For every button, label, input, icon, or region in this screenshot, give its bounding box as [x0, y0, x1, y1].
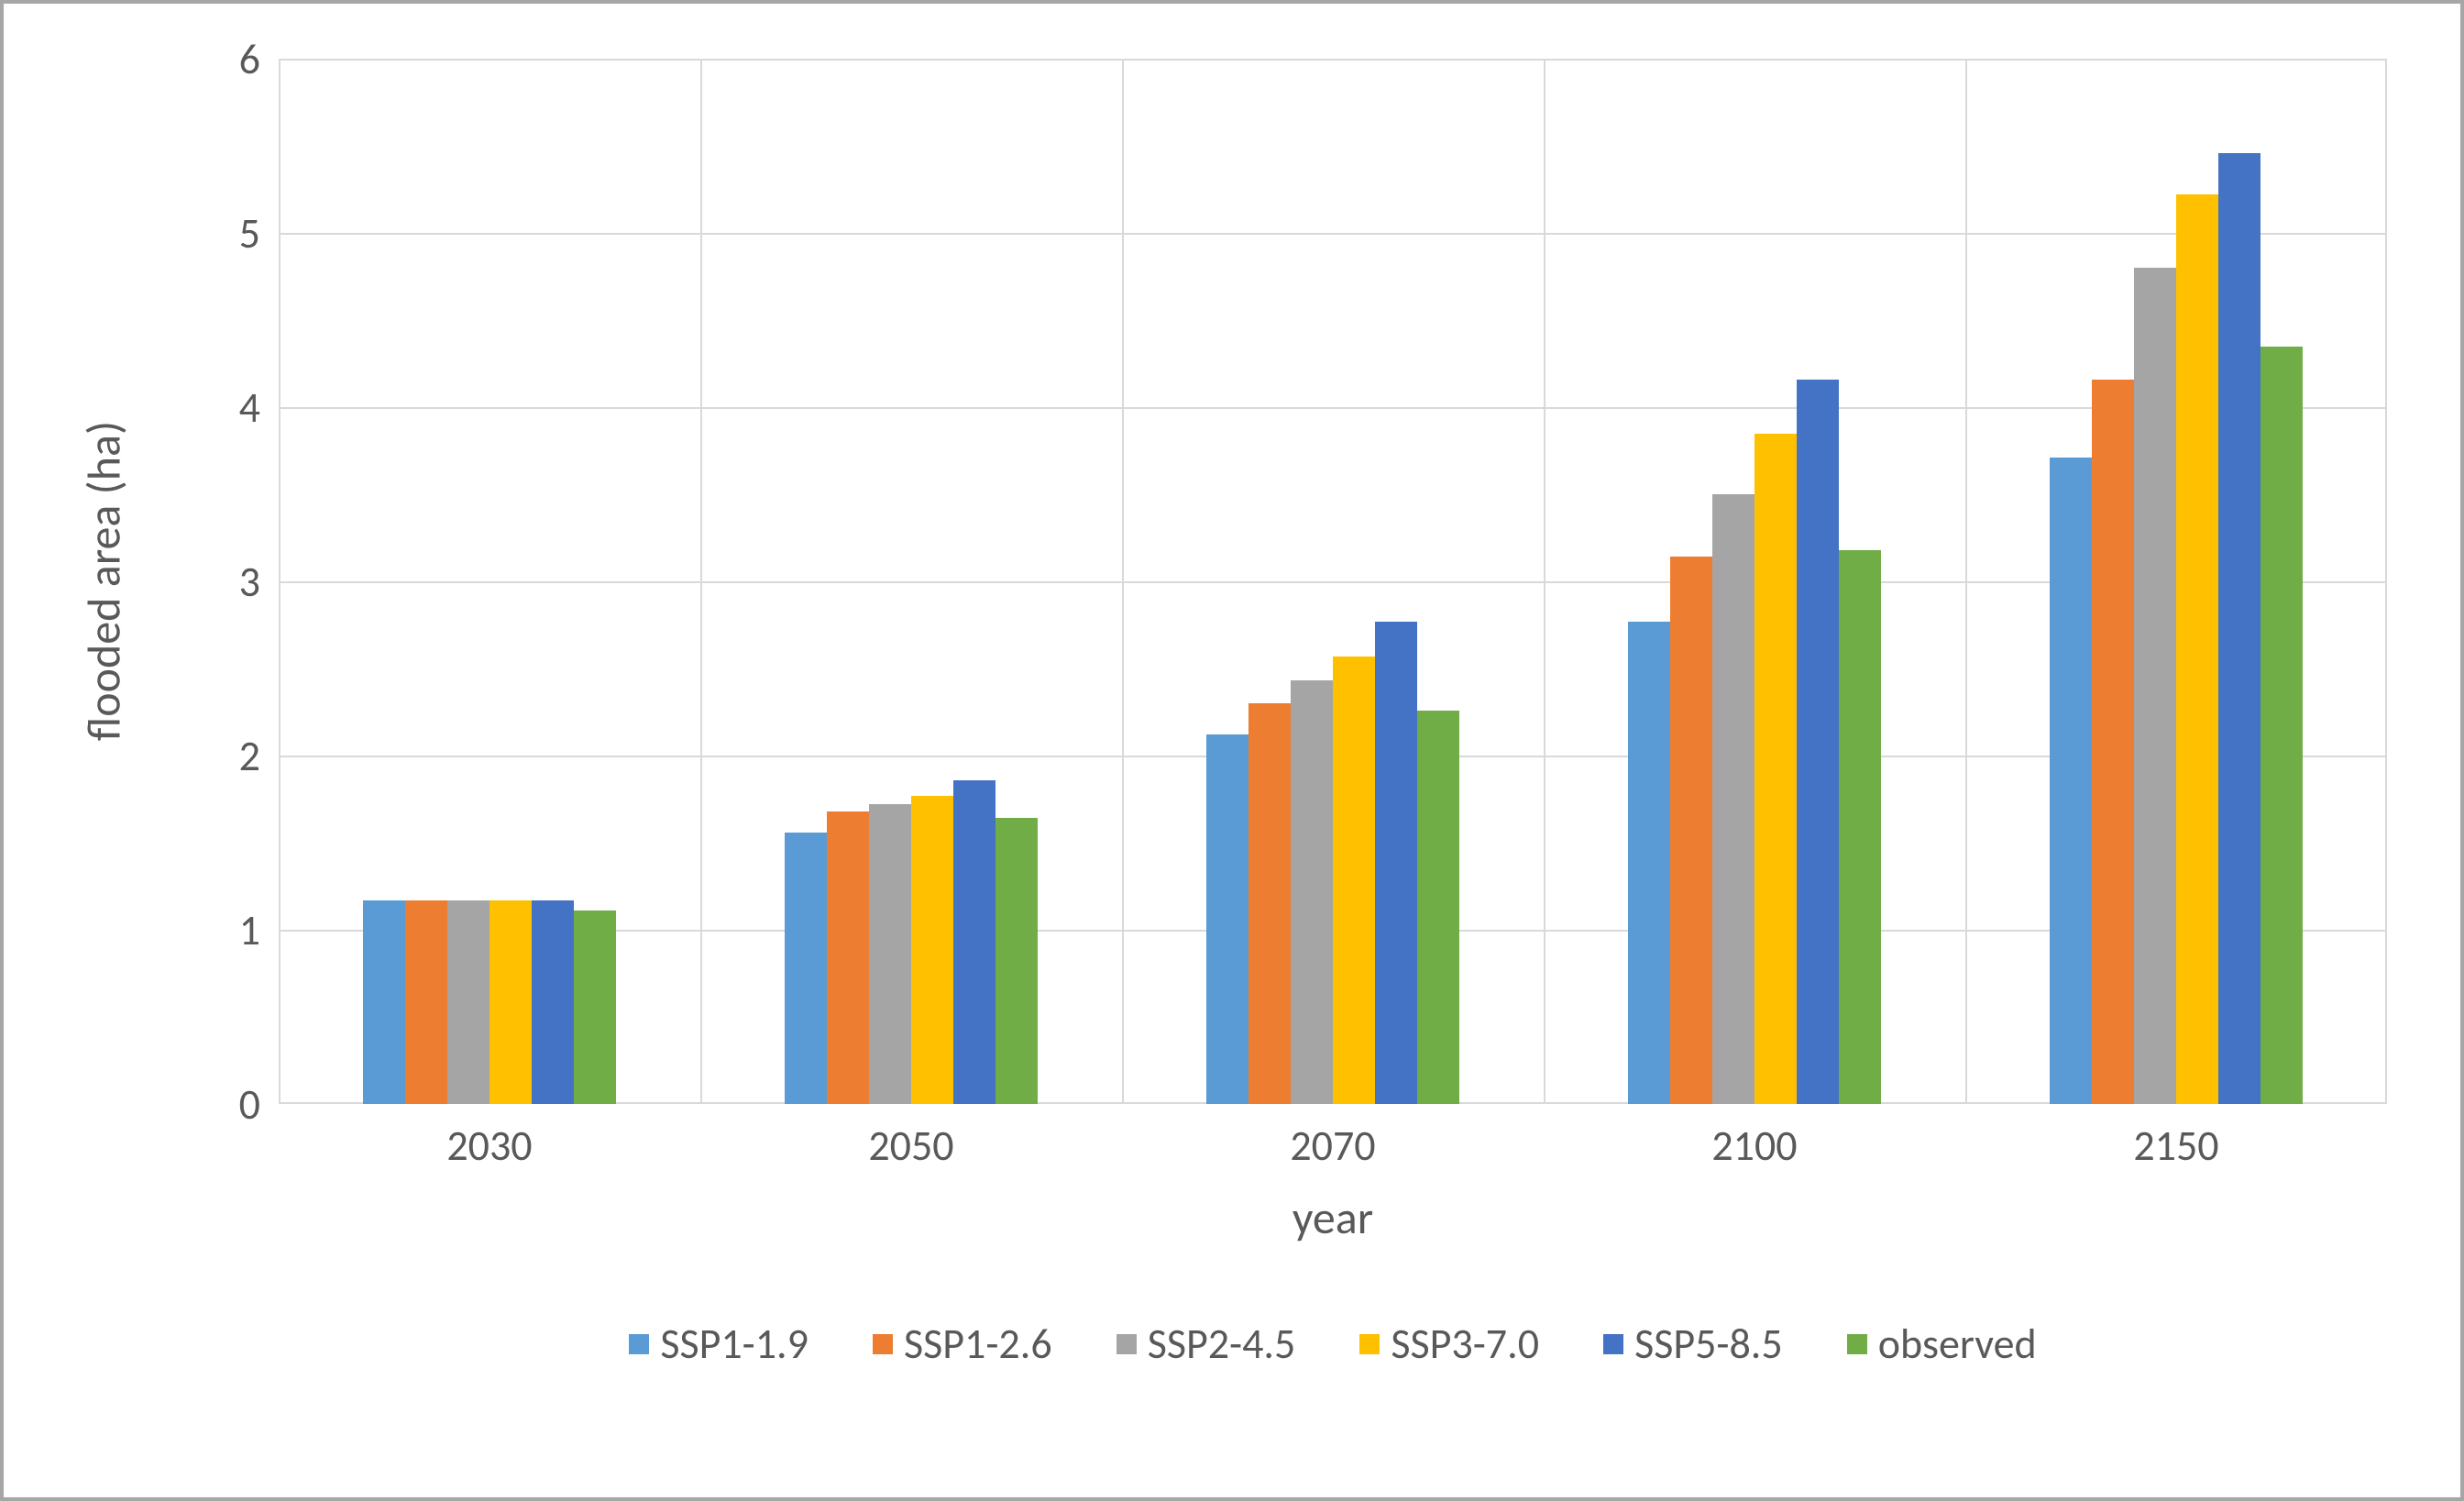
y-tick-label: 4 — [196, 382, 260, 434]
bar — [363, 900, 405, 1104]
y-tick-label: 2 — [196, 731, 260, 782]
bar — [1375, 622, 1417, 1104]
bar — [996, 818, 1038, 1104]
bar — [827, 811, 869, 1104]
bar — [2260, 347, 2303, 1105]
bar — [1712, 494, 1754, 1104]
x-tick-label: 2070 — [1241, 1120, 1424, 1172]
legend-label: SSP2-4.5 — [1148, 1319, 1296, 1370]
legend-item: SSP1-2.6 — [873, 1319, 1052, 1370]
legend-swatch — [1116, 1334, 1137, 1354]
bar — [1797, 380, 1839, 1104]
bar — [447, 900, 490, 1104]
bar — [1333, 657, 1375, 1104]
x-tick-label: 2050 — [820, 1120, 1003, 1172]
bar — [574, 911, 616, 1104]
gridline-horizontal — [279, 233, 2387, 235]
bar — [1628, 622, 1670, 1104]
bar — [532, 900, 574, 1104]
y-tick-label: 5 — [196, 208, 260, 259]
legend-label: observed — [1878, 1319, 2037, 1370]
bar — [2218, 153, 2260, 1104]
y-tick-label: 6 — [196, 34, 260, 85]
bar — [2050, 458, 2092, 1104]
legend-swatch — [1847, 1334, 1867, 1354]
bar — [1248, 703, 1291, 1104]
gridline-vertical — [1122, 59, 1124, 1104]
y-tick-label: 1 — [196, 905, 260, 956]
bar — [1670, 557, 1712, 1104]
bar — [1754, 434, 1797, 1105]
bar — [2134, 268, 2176, 1104]
legend-item: observed — [1847, 1319, 2037, 1370]
bar — [785, 833, 827, 1104]
y-tick-label: 0 — [196, 1079, 260, 1131]
legend-label: SSP1-1.9 — [660, 1319, 808, 1370]
gridline-vertical — [1544, 59, 1546, 1104]
legend-label: SSP5-8.5 — [1634, 1319, 1783, 1370]
bar — [953, 780, 996, 1104]
y-tick-label: 3 — [196, 557, 260, 608]
x-tick-label: 2100 — [1663, 1120, 1846, 1172]
y-axis-title: flooded area (ha) — [77, 59, 133, 1104]
legend-swatch — [629, 1334, 649, 1354]
bar — [1206, 734, 1248, 1104]
bar — [490, 900, 532, 1104]
legend-item: SSP5-8.5 — [1603, 1319, 1783, 1370]
gridline-vertical — [1965, 59, 1967, 1104]
legend-label: SSP3-7.0 — [1391, 1319, 1539, 1370]
chart-container: flooded area (ha) year SSP1-1.9SSP1-2.6S… — [0, 0, 2464, 1501]
legend-label: SSP1-2.6 — [904, 1319, 1052, 1370]
bar — [1839, 550, 1881, 1104]
legend-item: SSP3-7.0 — [1359, 1319, 1539, 1370]
bar — [1417, 711, 1459, 1104]
plot-area — [279, 59, 2387, 1104]
bar — [2092, 380, 2134, 1104]
bar — [405, 900, 447, 1104]
legend-swatch — [873, 1334, 893, 1354]
bar — [911, 796, 953, 1104]
gridline-vertical — [700, 59, 702, 1104]
bar — [1291, 680, 1333, 1104]
x-axis-title: year — [279, 1190, 2387, 1246]
bar — [869, 804, 911, 1104]
gridline-horizontal — [279, 407, 2387, 409]
legend-swatch — [1359, 1334, 1380, 1354]
x-tick-label: 2150 — [2084, 1120, 2268, 1172]
legend-swatch — [1603, 1334, 1623, 1354]
x-tick-label: 2030 — [398, 1120, 581, 1172]
legend: SSP1-1.9 SSP1-2.6 SSP2-4.5 SSP3-7.0 SSP5-8.5… — [279, 1319, 2387, 1370]
bar — [2176, 194, 2218, 1104]
legend-item: SSP2-4.5 — [1116, 1319, 1296, 1370]
legend-item: SSP1-1.9 — [629, 1319, 808, 1370]
